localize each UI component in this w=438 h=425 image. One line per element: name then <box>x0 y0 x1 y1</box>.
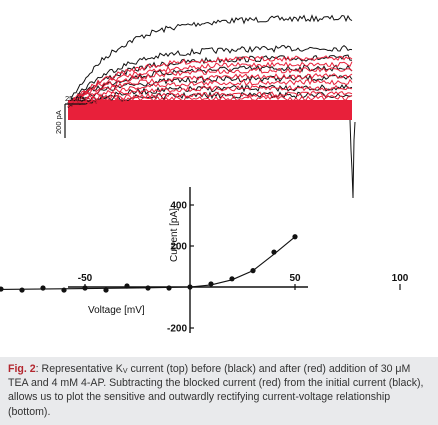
iv-data-point <box>103 287 109 293</box>
caption-text-part1: : Representative K <box>35 363 123 375</box>
y-tick-label: 200 <box>170 242 187 253</box>
caption-text-part2: current (top) before (black) and after (… <box>8 363 424 418</box>
figure-caption: Fig. 2: Representative KV current (top) … <box>0 357 438 425</box>
x-tick-label: -50 <box>78 273 93 284</box>
y-tick-label: 400 <box>170 201 187 212</box>
fit-curve <box>0 236 296 290</box>
iv-data-point <box>229 276 235 282</box>
trace-after <box>67 94 353 108</box>
y-axis-label: Current [pA] <box>169 208 180 262</box>
trace-after <box>67 91 353 106</box>
iv-data-point <box>145 285 151 291</box>
trace-after <box>67 66 353 108</box>
iv-data-points <box>0 234 298 293</box>
iv-data-point <box>124 283 130 289</box>
caption-label: Fig. 2 <box>8 363 36 375</box>
trace-before <box>67 54 353 108</box>
trace-after <box>67 55 353 106</box>
x-tick-label: 50 <box>289 273 301 284</box>
trace-after <box>67 78 353 106</box>
iv-data-point <box>271 249 277 255</box>
caption-subscript: V <box>122 368 128 375</box>
time-scale-label: 25 ms <box>65 94 86 103</box>
trace-before <box>67 44 353 106</box>
tail-current-spike <box>349 119 356 199</box>
iv-data-point <box>292 234 298 240</box>
iv-data-point <box>250 268 256 274</box>
iv-data-point <box>187 284 193 290</box>
iv-data-point <box>82 285 88 291</box>
x-tick-label: 100 <box>392 273 409 284</box>
trace-after <box>67 72 353 104</box>
trace-after <box>67 84 353 107</box>
iv-data-point <box>61 287 67 293</box>
iv-data-point <box>166 285 172 291</box>
iv-data-point <box>40 285 46 291</box>
trace-before <box>67 64 353 107</box>
iv-data-point <box>208 281 214 287</box>
current-traces-panel: 25 ms 200 pA <box>54 14 356 199</box>
trace-before <box>67 14 353 105</box>
trace-before <box>67 91 353 106</box>
iv-data-point <box>19 287 25 293</box>
trace-after <box>67 61 353 106</box>
holding-current-band <box>68 100 352 120</box>
current-scale-label: 200 pA <box>54 110 63 134</box>
y-tick-label: -200 <box>167 324 187 335</box>
current-traces <box>67 14 356 199</box>
iv-data-point <box>0 286 4 292</box>
x-axis-label: Voltage [mV] <box>88 305 145 316</box>
